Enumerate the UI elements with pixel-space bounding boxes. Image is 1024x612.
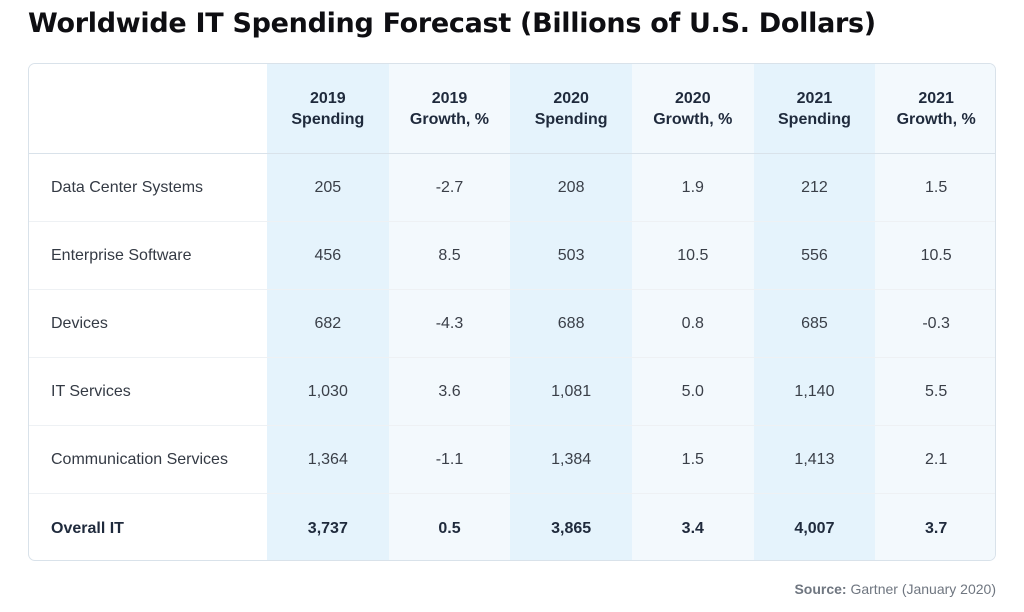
table-cell: 682	[267, 289, 389, 358]
col-header-2020-growth: 2020 Growth, %	[631, 64, 754, 154]
table-cell: 5.0	[631, 357, 754, 426]
header-row: 2019 Spending 2019 Growth, % 2020 Spending …	[29, 64, 995, 154]
table-row: Data Center Systems 205 -2.7 208 1.9 212…	[29, 153, 995, 222]
table-cell: 212	[753, 153, 876, 222]
table-cell: 1,140	[753, 357, 876, 426]
total-cell: 0.5	[388, 493, 511, 560]
total-label: Overall IT	[29, 493, 267, 560]
table-cell: 0.8	[631, 289, 754, 358]
col-header-2020-spending: 2020 Spending	[510, 64, 632, 154]
spending-table: 2019 Spending 2019 Growth, % 2020 Spending …	[29, 64, 995, 560]
row-label: Data Center Systems	[29, 153, 267, 222]
table-row: IT Services 1,030 3.6 1,081 5.0 1,140 5.…	[29, 357, 995, 426]
table-cell: 1.9	[631, 153, 754, 222]
col-header-2019-spending: 2019 Spending	[267, 64, 389, 154]
table-cell: 1.5	[631, 425, 754, 494]
table-cell: 1,413	[753, 425, 876, 494]
table-row: Devices 682 -4.3 688 0.8 685 -0.3	[29, 289, 995, 358]
source-label: Source:	[794, 581, 847, 597]
table-row: Communication Services 1,364 -1.1 1,384 …	[29, 425, 995, 494]
table-cell: 456	[267, 221, 389, 290]
table-cell: -0.3	[875, 289, 995, 358]
total-row: Overall IT 3,737 0.5 3,865 3.4 4,007 3.7	[29, 493, 995, 560]
table-cell: 1,384	[510, 425, 632, 494]
row-label: IT Services	[29, 357, 267, 426]
table-title: Worldwide IT Spending Forecast (Billions…	[28, 8, 876, 39]
table-cell: 556	[753, 221, 876, 290]
row-label: Communication Services	[29, 425, 267, 494]
table-cell: 3.6	[388, 357, 511, 426]
row-label: Devices	[29, 289, 267, 358]
total-cell: 3,737	[267, 493, 389, 560]
table-row: Enterprise Software 456 8.5 503 10.5 556…	[29, 221, 995, 290]
col-header-2019-growth: 2019 Growth, %	[388, 64, 511, 154]
table-cell: 503	[510, 221, 632, 290]
total-cell: 3.4	[631, 493, 754, 560]
table-cell: 205	[267, 153, 389, 222]
table-cell: 688	[510, 289, 632, 358]
source-text: Gartner (January 2020)	[850, 581, 996, 597]
total-cell: 4,007	[753, 493, 876, 560]
table-cell: 10.5	[875, 221, 995, 290]
table-cell: 10.5	[631, 221, 754, 290]
col-header-2021-spending: 2021 Spending	[753, 64, 876, 154]
table-cell: 5.5	[875, 357, 995, 426]
row-label: Enterprise Software	[29, 221, 267, 290]
table-cell: 2.1	[875, 425, 995, 494]
table-cell: -4.3	[388, 289, 511, 358]
table-cell: 685	[753, 289, 876, 358]
col-header-2021-growth: 2021 Growth, %	[875, 64, 995, 154]
spending-table-card: 2019 Spending 2019 Growth, % 2020 Spending …	[28, 63, 996, 561]
total-cell: 3,865	[510, 493, 632, 560]
total-cell: 3.7	[875, 493, 995, 560]
source-note: Source: Gartner (January 2020)	[794, 581, 996, 597]
table-cell: -1.1	[388, 425, 511, 494]
table-cell: 208	[510, 153, 632, 222]
table-cell: 1,364	[267, 425, 389, 494]
table-cell: 1,030	[267, 357, 389, 426]
table-cell: 8.5	[388, 221, 511, 290]
table-cell: 1.5	[875, 153, 995, 222]
table-cell: 1,081	[510, 357, 632, 426]
table-cell: -2.7	[388, 153, 511, 222]
header-corner-cell	[29, 64, 267, 154]
